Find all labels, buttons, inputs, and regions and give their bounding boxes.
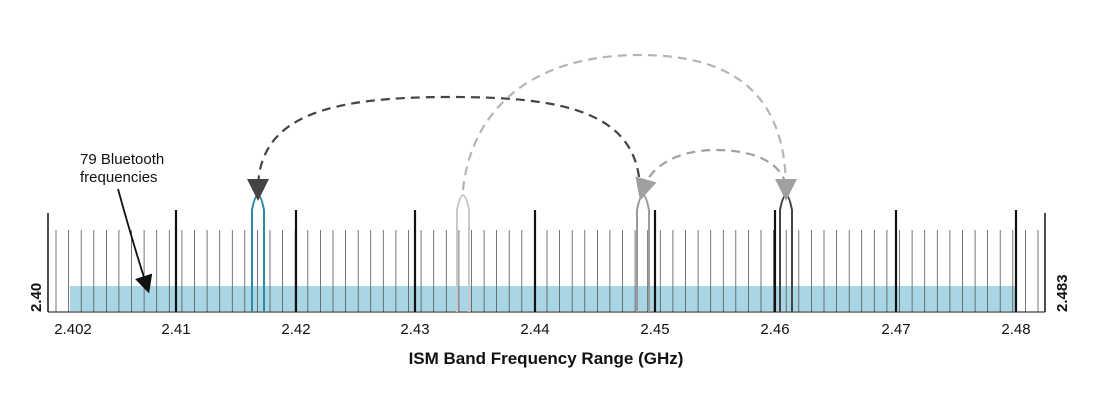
tick-label-2-48: 2.48 xyxy=(1001,321,1030,338)
bluetooth-band xyxy=(70,286,1016,311)
right-edge-label: 2.483 xyxy=(1054,274,1071,312)
axis-title: ISM Band Frequency Range (GHz) xyxy=(409,349,684,368)
hop-arc-2-4345-to-2-4612 xyxy=(461,53,797,201)
callout-line-1: 79 Bluetooth xyxy=(80,151,164,168)
tick-label-2-44: 2.44 xyxy=(520,321,549,338)
tick-label-2-45: 2.45 xyxy=(640,321,669,338)
callout-line-2: frequencies xyxy=(80,169,158,186)
pulse-2-4345 xyxy=(456,194,470,312)
tick-label-2-46: 2.46 xyxy=(760,321,789,338)
tick-label-2-43: 2.43 xyxy=(400,321,429,338)
callout-arrow xyxy=(117,188,153,294)
tick-label-2-47: 2.47 xyxy=(881,321,910,338)
tick-label-2-402: 2.402 xyxy=(54,321,92,338)
major-ticks xyxy=(174,210,1018,312)
hop-arc-2-4612-to-2-4485 xyxy=(635,148,788,201)
tick-label-2-42: 2.42 xyxy=(281,321,310,338)
tick-label-2-41: 2.41 xyxy=(161,321,190,338)
left-edge-label: 2.40 xyxy=(28,283,45,312)
hop-arc-2-4485-to-2-4165 xyxy=(247,95,642,201)
